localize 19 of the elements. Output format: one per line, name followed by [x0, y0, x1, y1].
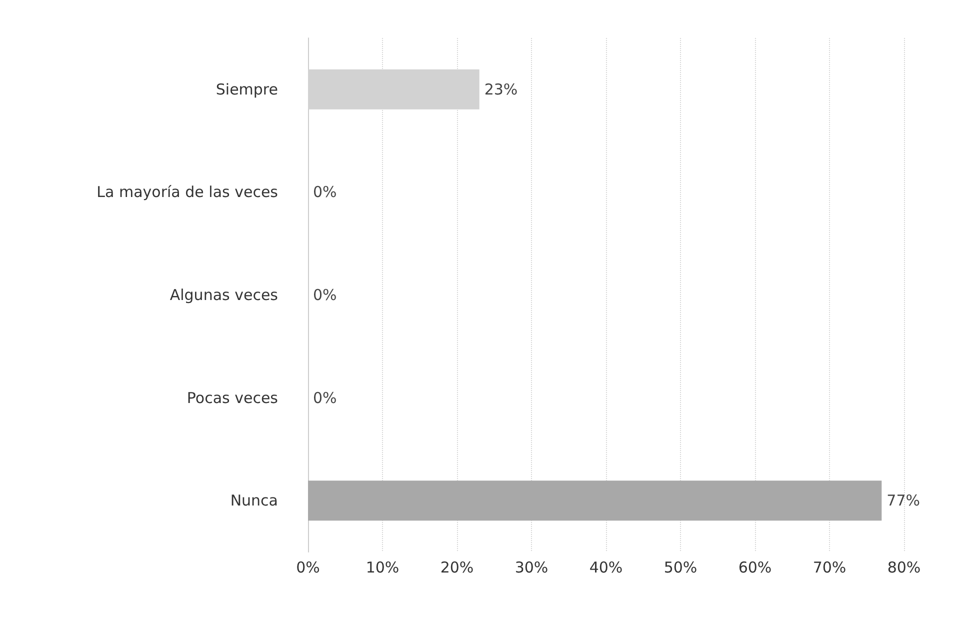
- y-tick-label: Nunca: [230, 492, 278, 510]
- data-label: 23%: [484, 80, 518, 98]
- x-tick-label: 60%: [738, 558, 772, 576]
- data-label: 77%: [886, 492, 920, 510]
- x-tick-label: 80%: [887, 558, 921, 576]
- x-tick-label: 0%: [296, 558, 320, 576]
- y-tick-label: La mayoría de las veces: [96, 183, 278, 202]
- data-label: 0%: [313, 286, 337, 304]
- data-label: 0%: [313, 183, 337, 202]
- x-tick-label: 40%: [589, 558, 623, 576]
- x-tick-label: 70%: [812, 558, 846, 576]
- x-tick-label: 50%: [664, 558, 698, 576]
- x-tick-label: 30%: [514, 558, 548, 576]
- y-tick-label: Algunas veces: [170, 286, 278, 304]
- y-tick-label: Pocas veces: [186, 388, 278, 407]
- data-label: 0%: [313, 388, 337, 407]
- x-tick-label: 20%: [440, 558, 474, 576]
- y-tick-label: Siempre: [216, 80, 278, 98]
- x-tick-label: 10%: [366, 558, 400, 576]
